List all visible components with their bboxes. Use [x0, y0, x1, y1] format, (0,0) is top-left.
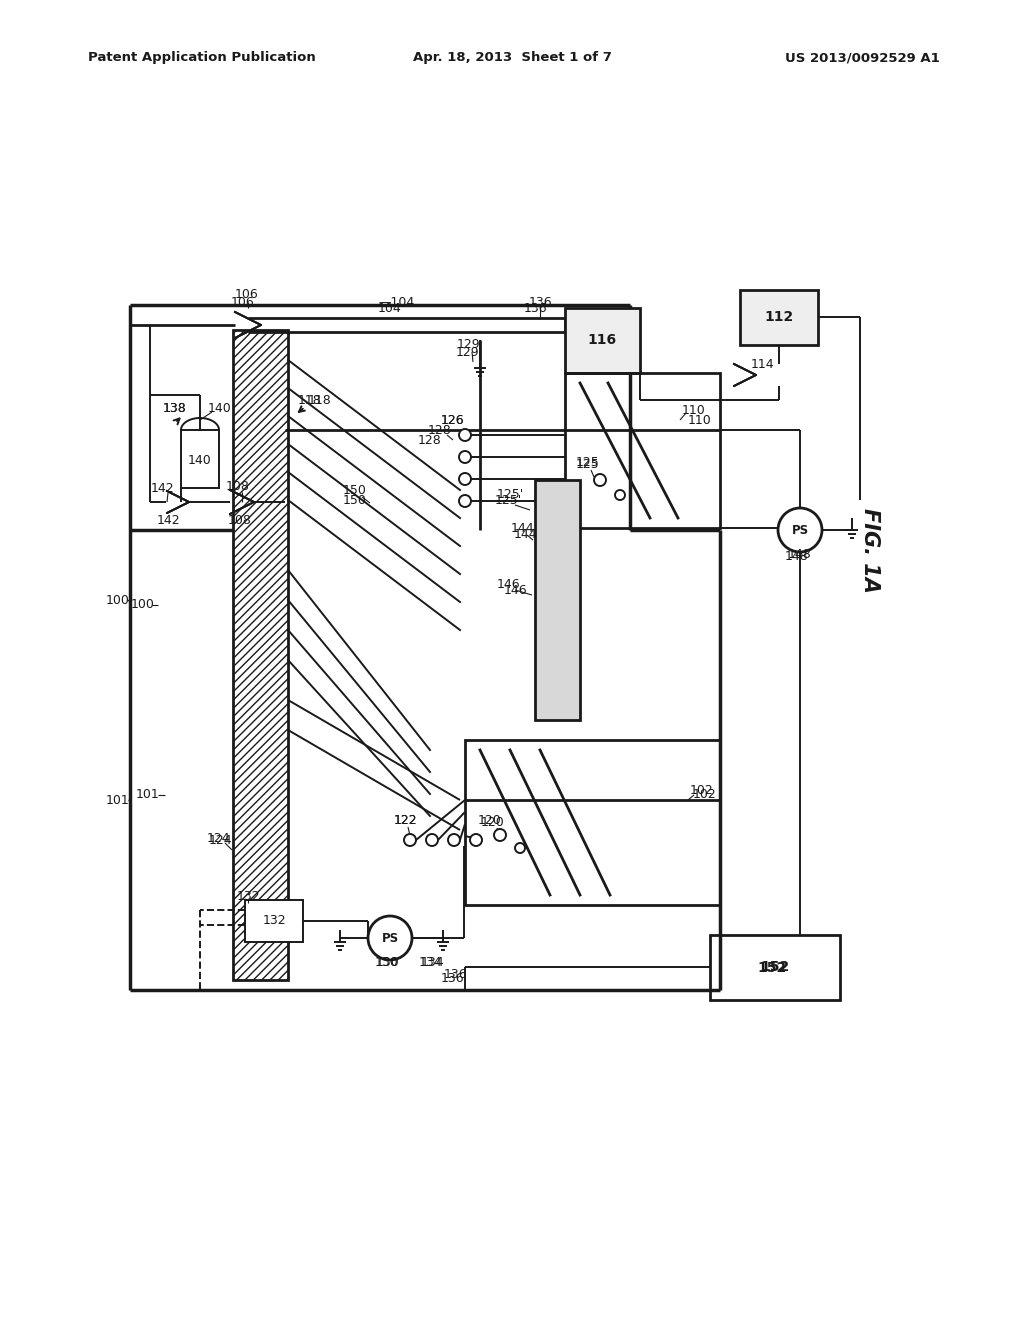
Bar	[565, 308, 640, 374]
Text: FIG. 1A: FIG. 1A	[860, 508, 880, 593]
Circle shape	[404, 834, 416, 846]
Text: 142: 142	[151, 482, 174, 495]
Circle shape	[459, 473, 471, 484]
Circle shape	[594, 474, 606, 486]
Text: 128: 128	[428, 424, 452, 437]
Text: 150: 150	[343, 483, 367, 496]
Bar	[465, 741, 720, 906]
Text: 120: 120	[478, 813, 502, 826]
Circle shape	[459, 495, 471, 507]
Text: Apr. 18, 2013  Sheet 1 of 7: Apr. 18, 2013 Sheet 1 of 7	[413, 51, 611, 65]
Text: 132: 132	[237, 890, 260, 903]
Text: Patent Application Publication: Patent Application Publication	[88, 51, 315, 65]
Text: 110: 110	[688, 413, 712, 426]
Circle shape	[459, 451, 471, 463]
Text: 130: 130	[375, 957, 399, 969]
Text: 120: 120	[481, 816, 505, 829]
Bar	[233, 330, 288, 979]
Text: 128: 128	[418, 433, 442, 446]
Bar	[710, 935, 840, 1001]
Circle shape	[778, 508, 822, 552]
Text: 102: 102	[693, 788, 717, 801]
Circle shape	[449, 834, 460, 846]
Text: 124: 124	[206, 832, 229, 845]
Text: 152: 152	[758, 961, 786, 975]
Circle shape	[470, 834, 482, 846]
Text: —104: —104	[378, 296, 415, 309]
Text: 104: 104	[378, 301, 401, 314]
Text: 136: 136	[523, 301, 547, 314]
Text: 118: 118	[308, 393, 332, 407]
Text: 129: 129	[456, 346, 479, 359]
Text: 142: 142	[157, 513, 180, 527]
Bar	[245, 900, 303, 942]
Text: 134: 134	[420, 957, 443, 969]
Bar	[535, 480, 580, 719]
Text: 106: 106	[236, 289, 259, 301]
Circle shape	[615, 490, 625, 500]
Text: 138: 138	[163, 401, 186, 414]
Text: 126: 126	[440, 413, 464, 426]
Text: 132: 132	[262, 915, 286, 928]
Text: 100: 100	[131, 598, 155, 611]
Text: 125: 125	[577, 458, 600, 471]
Circle shape	[368, 916, 412, 960]
Circle shape	[515, 843, 525, 853]
Text: 125': 125'	[495, 494, 521, 507]
Text: 106: 106	[231, 296, 255, 309]
Text: PS: PS	[792, 524, 809, 536]
Text: 122: 122	[393, 813, 417, 826]
Text: 152: 152	[761, 960, 790, 974]
Text: 112: 112	[764, 310, 794, 323]
Text: 102: 102	[690, 784, 714, 796]
Text: US 2013/0092529 A1: US 2013/0092529 A1	[785, 51, 940, 65]
Text: 110: 110	[682, 404, 706, 417]
Text: 150: 150	[343, 494, 367, 507]
Text: 114: 114	[751, 359, 774, 371]
Text: 130: 130	[376, 956, 400, 969]
Text: 138: 138	[163, 401, 186, 414]
Text: 125: 125	[577, 455, 600, 469]
Text: 148: 148	[785, 549, 809, 562]
Text: 116: 116	[588, 333, 616, 347]
Text: 136: 136	[528, 296, 552, 309]
Circle shape	[459, 429, 471, 441]
Text: 125': 125'	[497, 488, 523, 502]
Text: 140: 140	[208, 401, 231, 414]
Text: 100: 100	[106, 594, 130, 606]
Text: 101: 101	[136, 788, 160, 801]
Text: 101: 101	[106, 793, 130, 807]
Text: 148: 148	[788, 549, 812, 561]
Text: 146: 146	[503, 583, 526, 597]
Text: 124: 124	[208, 833, 231, 846]
Circle shape	[426, 834, 438, 846]
Bar	[565, 374, 720, 528]
Circle shape	[494, 829, 506, 841]
Text: PS: PS	[381, 932, 398, 945]
Text: 122: 122	[393, 813, 417, 826]
Text: 129: 129	[456, 338, 480, 351]
Text: 126: 126	[440, 413, 464, 426]
Text: 144: 144	[510, 521, 534, 535]
Text: 118: 118	[298, 393, 322, 407]
Bar	[740, 290, 818, 345]
Text: 146: 146	[497, 578, 520, 591]
Text: 108: 108	[226, 480, 250, 494]
Text: 136: 136	[440, 972, 464, 985]
Bar	[181, 430, 219, 488]
Text: 136: 136	[443, 969, 467, 982]
Text: 144: 144	[513, 528, 537, 541]
Text: 140: 140	[188, 454, 212, 466]
Text: 108: 108	[228, 515, 252, 528]
Text: 134: 134	[418, 957, 441, 969]
